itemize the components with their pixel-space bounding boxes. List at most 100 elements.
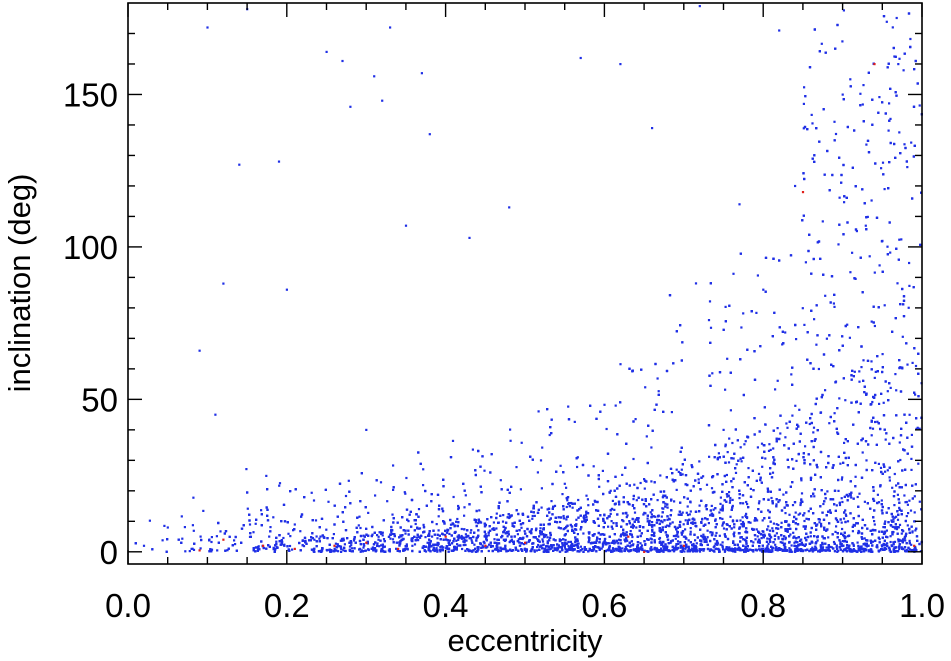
data-point — [289, 535, 292, 538]
data-point — [676, 540, 680, 543]
data-point — [391, 513, 394, 516]
data-point — [509, 428, 512, 431]
data-point — [888, 102, 891, 105]
data-point — [199, 547, 202, 550]
data-point — [192, 496, 195, 499]
data-point — [733, 531, 736, 534]
data-point — [709, 514, 712, 517]
data-point — [633, 511, 637, 514]
data-point — [619, 542, 623, 545]
data-point — [391, 532, 394, 536]
data-point — [536, 471, 539, 474]
data-point — [706, 536, 709, 539]
data-point — [858, 492, 861, 495]
data-point — [287, 532, 290, 535]
data-point — [268, 535, 271, 538]
data-point — [767, 525, 770, 528]
data-point — [865, 143, 868, 146]
data-point — [893, 504, 896, 507]
data-point — [635, 499, 638, 502]
data-point — [664, 502, 667, 505]
data-point — [772, 546, 775, 549]
data-point — [731, 441, 734, 445]
data-point — [615, 549, 618, 552]
data-point — [885, 529, 888, 532]
data-point — [621, 512, 625, 515]
data-point — [780, 521, 783, 524]
data-point — [837, 489, 840, 492]
data-point — [839, 541, 842, 544]
data-point — [835, 525, 838, 528]
data-point — [864, 224, 867, 227]
data-point — [828, 422, 831, 425]
data-point — [744, 550, 747, 553]
data-point — [712, 508, 715, 511]
data-point — [892, 541, 895, 544]
data-point — [721, 544, 724, 547]
data-point — [717, 452, 720, 455]
data-point — [362, 534, 365, 537]
data-point — [729, 409, 732, 412]
data-point — [278, 484, 281, 487]
data-point — [856, 541, 859, 544]
data-point — [648, 519, 651, 522]
data-point — [669, 541, 672, 544]
data-point — [359, 550, 362, 553]
data-point — [371, 533, 374, 536]
data-point — [313, 538, 316, 541]
data-point — [681, 546, 684, 549]
data-point — [726, 495, 729, 498]
data-point — [658, 536, 662, 540]
data-point — [768, 537, 771, 541]
data-point — [233, 539, 236, 542]
data-point — [798, 408, 801, 411]
data-point — [908, 261, 911, 265]
data-point — [706, 529, 709, 532]
data-point — [790, 373, 793, 376]
data-point — [843, 201, 846, 204]
data-point — [767, 449, 771, 452]
data-point — [684, 519, 687, 522]
data-point — [758, 500, 761, 503]
data-point — [202, 509, 205, 512]
data-point — [401, 534, 404, 537]
data-point — [379, 531, 383, 534]
data-point — [462, 544, 465, 547]
data-point — [340, 550, 343, 553]
data-point — [291, 548, 294, 551]
data-point — [656, 499, 659, 502]
data-point — [746, 503, 749, 506]
data-point — [911, 361, 914, 364]
data-point — [681, 511, 684, 514]
data-point — [907, 512, 910, 515]
data-point — [841, 540, 844, 543]
data-point — [431, 535, 434, 538]
data-point — [333, 547, 336, 550]
data-point — [884, 470, 887, 473]
data-point — [712, 546, 715, 549]
data-point — [837, 243, 840, 246]
data-point — [838, 397, 841, 400]
data-point — [463, 506, 466, 509]
data-point — [781, 343, 784, 346]
data-point — [563, 546, 566, 549]
data-point — [381, 534, 384, 537]
data-point — [728, 437, 731, 440]
data-point — [587, 504, 590, 507]
data-point — [592, 465, 595, 468]
data-point — [834, 530, 837, 533]
data-point — [463, 539, 466, 542]
data-point — [451, 439, 455, 442]
data-point — [757, 472, 761, 475]
data-point — [794, 404, 797, 407]
data-point — [701, 536, 704, 539]
data-point — [724, 305, 727, 308]
data-point — [727, 461, 731, 464]
data-point — [779, 432, 782, 435]
data-point — [676, 533, 679, 536]
data-point — [721, 517, 724, 520]
data-point — [762, 547, 765, 550]
data-point — [813, 495, 816, 498]
data-point — [836, 431, 839, 434]
data-point — [508, 516, 511, 520]
